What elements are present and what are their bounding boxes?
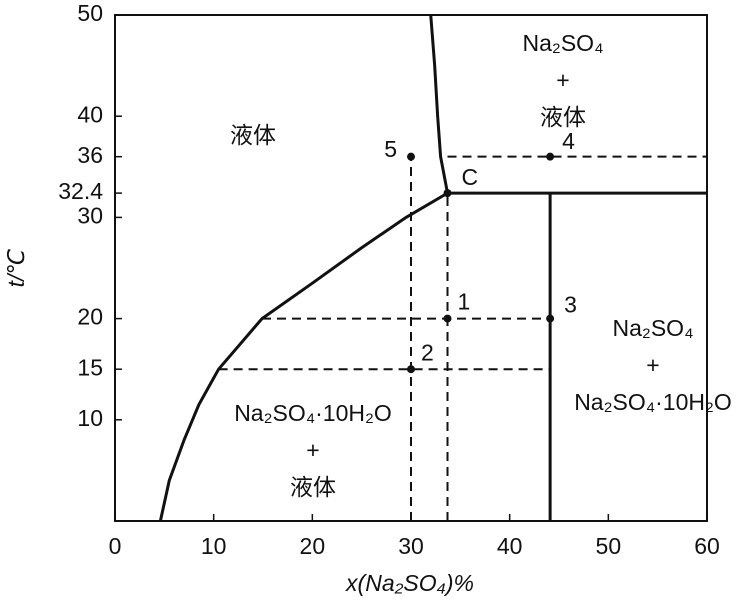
- y-tick-label: 10: [77, 405, 103, 431]
- y-tick-label: 30: [77, 202, 103, 228]
- point: [546, 314, 555, 323]
- region-label: Na₂SO₄·10H₂O: [574, 389, 732, 415]
- point: [546, 152, 555, 161]
- region-label: +: [646, 352, 659, 378]
- y-tick-label: 32.4: [58, 178, 103, 204]
- region-label: 液体: [230, 122, 276, 148]
- y-tick-label: 20: [77, 304, 103, 330]
- x-tick-label: 30: [398, 533, 424, 559]
- x-tick-label: 50: [596, 533, 622, 559]
- region-label: Na₂SO₄·10H₂O: [234, 400, 392, 426]
- point-label: 5: [384, 136, 397, 162]
- x-tick-label: 20: [300, 533, 326, 559]
- region-label: +: [556, 67, 569, 93]
- x-axis-label: x(Na₂SO₄)%: [345, 570, 474, 596]
- point-label: C: [462, 164, 479, 190]
- y-axis-label: t/℃: [3, 249, 29, 288]
- point-label: 4: [562, 128, 575, 154]
- phase-boundary: [429, 14, 449, 194]
- y-tick-label: 15: [77, 354, 103, 380]
- x-tick-label: 40: [497, 533, 523, 559]
- point: [443, 189, 452, 198]
- region-label: 液体: [540, 104, 586, 130]
- point-label: 1: [458, 289, 471, 315]
- phase-boundary: [158, 191, 449, 522]
- x-tick-label: 0: [109, 533, 122, 559]
- region-label: +: [306, 437, 319, 463]
- region-label: Na₂SO₄: [523, 30, 604, 56]
- y-tick-label: 40: [77, 101, 103, 127]
- region-label: 液体: [290, 474, 336, 500]
- point: [443, 314, 452, 323]
- point: [407, 152, 415, 161]
- y-tick-label: 50: [77, 0, 103, 26]
- y-tick-label: 36: [77, 142, 103, 168]
- region-label: Na₂SO₄: [613, 315, 694, 341]
- point-label: 3: [564, 292, 577, 318]
- point: [407, 365, 415, 374]
- point-label: 2: [421, 339, 434, 365]
- x-tick-label: 10: [201, 533, 227, 559]
- x-tick-label: 60: [694, 533, 720, 559]
